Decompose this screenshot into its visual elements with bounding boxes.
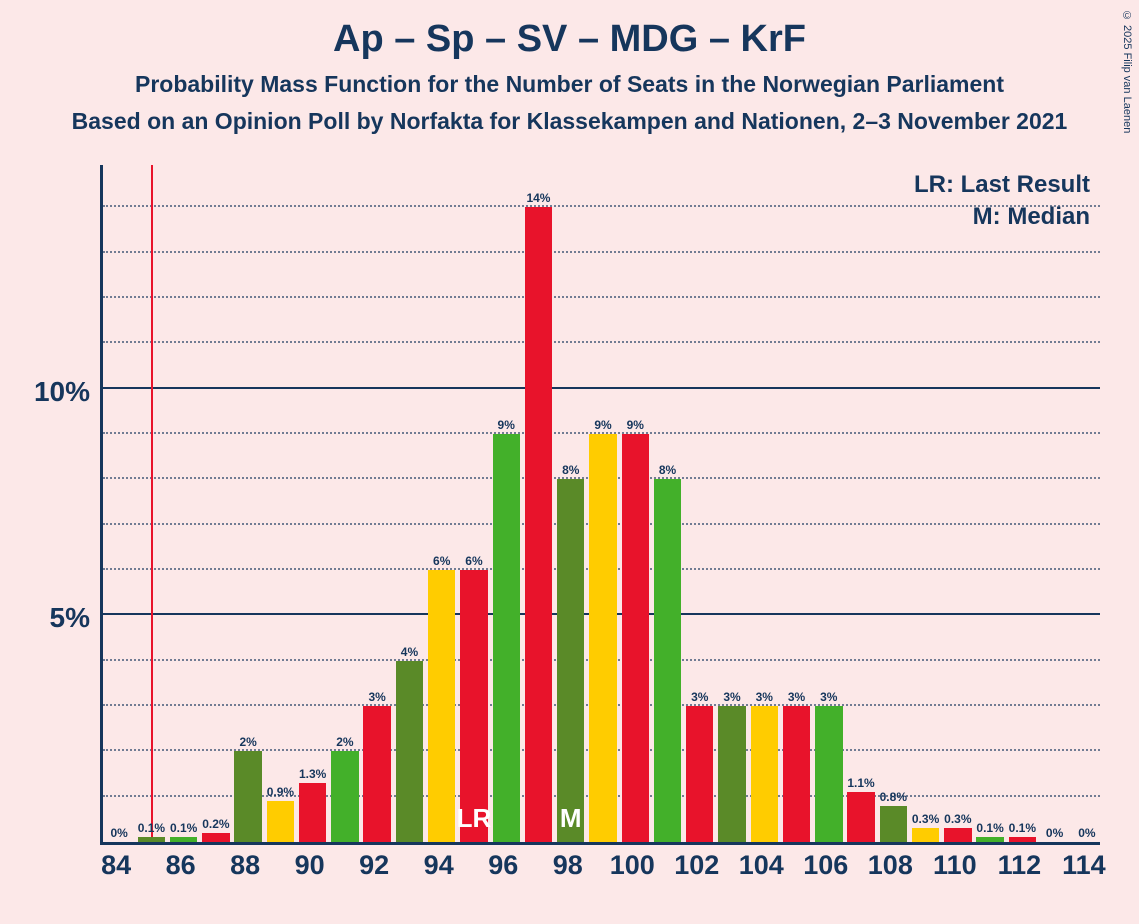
x-axis-label: 110 xyxy=(933,850,977,881)
x-axis-label: 98 xyxy=(553,850,583,881)
bar-value-label: 3% xyxy=(820,690,837,704)
bar-seat-106: 3% xyxy=(815,706,842,842)
bar-annotation-lr: LR xyxy=(457,803,492,834)
bar-value-label: 0.2% xyxy=(202,817,229,831)
x-axis-label: 90 xyxy=(295,850,325,881)
x-axis-label: 114 xyxy=(1062,850,1106,881)
plot-area: LR: Last Result M: Median 0%0.1%0.1%0.2%… xyxy=(100,165,1100,845)
bar-value-label: 0.3% xyxy=(912,812,939,826)
bar-value-label: 3% xyxy=(788,690,805,704)
x-axis-label: 108 xyxy=(868,850,913,881)
x-axis-label: 86 xyxy=(166,850,196,881)
bar-value-label: 8% xyxy=(562,463,579,477)
copyright-text: © 2025 Filip van Laenen xyxy=(1121,10,1133,133)
bar-value-label: 0% xyxy=(1046,826,1063,840)
bar-value-label: 0.1% xyxy=(1009,821,1036,835)
bar-seat-93: 4% xyxy=(396,661,423,842)
bars-container: 0%0.1%0.1%0.2%2%0.9%1.3%2%3%4%6%6%LR9%14… xyxy=(103,165,1100,842)
x-axis-label: 112 xyxy=(998,850,1042,881)
bar-seat-91: 2% xyxy=(331,751,358,842)
bar-value-label: 0.9% xyxy=(267,785,294,799)
bar-seat-86: 0.1% xyxy=(170,837,197,842)
bar-seat-103: 3% xyxy=(718,706,745,842)
pmf-chart: LR: Last Result M: Median 0%0.1%0.1%0.2%… xyxy=(100,165,1100,845)
x-axis-label: 102 xyxy=(674,850,719,881)
bar-seat-94: 6% xyxy=(428,570,455,842)
bar-value-label: 0.8% xyxy=(880,790,907,804)
bar-value-label: 3% xyxy=(369,690,386,704)
bar-value-label: 3% xyxy=(756,690,773,704)
bar-seat-92: 3% xyxy=(363,706,390,842)
bar-seat-109: 0.3% xyxy=(912,828,939,842)
bar-value-label: 8% xyxy=(659,463,676,477)
bar-seat-107: 1.1% xyxy=(847,792,874,842)
bar-value-label: 2% xyxy=(336,735,353,749)
x-axis-label: 104 xyxy=(739,850,784,881)
x-axis-label: 92 xyxy=(359,850,389,881)
bar-value-label: 1.1% xyxy=(847,776,874,790)
x-axis-label: 94 xyxy=(424,850,454,881)
x-axis-label: 88 xyxy=(230,850,260,881)
bar-value-label: 0.1% xyxy=(138,821,165,835)
x-axis-label: 96 xyxy=(488,850,518,881)
bar-seat-111: 0.1% xyxy=(976,837,1003,842)
y-axis-label: 5% xyxy=(0,602,90,634)
bar-seat-85: 0.1% xyxy=(138,837,165,842)
bar-value-label: 6% xyxy=(465,554,482,568)
chart-source: Based on an Opinion Poll by Norfakta for… xyxy=(0,108,1139,135)
bar-seat-89: 0.9% xyxy=(267,801,294,842)
bar-value-label: 3% xyxy=(691,690,708,704)
bar-value-label: 0.1% xyxy=(976,821,1003,835)
y-axis-label: 10% xyxy=(0,376,90,408)
bar-seat-112: 0.1% xyxy=(1009,837,1036,842)
chart-subtitle: Probability Mass Function for the Number… xyxy=(0,71,1139,98)
bar-seat-108: 0.8% xyxy=(880,806,907,842)
bar-value-label: 9% xyxy=(594,418,611,432)
bar-seat-88: 2% xyxy=(234,751,261,842)
bar-value-label: 4% xyxy=(401,645,418,659)
bar-seat-90: 1.3% xyxy=(299,783,326,842)
bar-value-label: 0% xyxy=(110,826,127,840)
bar-seat-98: 8%M xyxy=(557,479,584,842)
chart-title: Ap – Sp – SV – MDG – KrF xyxy=(0,18,1139,61)
bar-value-label: 9% xyxy=(627,418,644,432)
x-axis-label: 100 xyxy=(610,850,655,881)
bar-value-label: 0.3% xyxy=(944,812,971,826)
bar-value-label: 6% xyxy=(433,554,450,568)
bar-seat-95: 6%LR xyxy=(460,570,487,842)
x-axis-label: 84 xyxy=(101,850,131,881)
bar-value-label: 14% xyxy=(526,191,550,205)
bar-seat-110: 0.3% xyxy=(944,828,971,842)
bar-value-label: 0.1% xyxy=(170,821,197,835)
bar-seat-100: 9% xyxy=(622,434,649,842)
bar-seat-101: 8% xyxy=(654,479,681,842)
bar-value-label: 2% xyxy=(239,735,256,749)
bar-seat-104: 3% xyxy=(751,706,778,842)
x-axis-label: 106 xyxy=(803,850,848,881)
bar-annotation-m: M xyxy=(560,803,582,834)
bar-value-label: 3% xyxy=(723,690,740,704)
bar-value-label: 9% xyxy=(498,418,515,432)
chart-titles: Ap – Sp – SV – MDG – KrF Probability Mas… xyxy=(0,0,1139,135)
bar-seat-105: 3% xyxy=(783,706,810,842)
bar-seat-99: 9% xyxy=(589,434,616,842)
bar-seat-102: 3% xyxy=(686,706,713,842)
bar-value-label: 0% xyxy=(1078,826,1095,840)
bar-seat-97: 14% xyxy=(525,207,552,842)
bar-value-label: 1.3% xyxy=(299,767,326,781)
bar-seat-87: 0.2% xyxy=(202,833,229,842)
bar-seat-96: 9% xyxy=(493,434,520,842)
